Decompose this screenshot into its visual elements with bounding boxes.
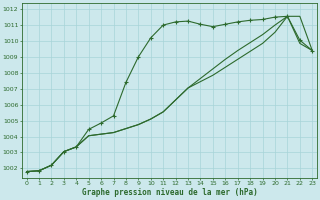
X-axis label: Graphe pression niveau de la mer (hPa): Graphe pression niveau de la mer (hPa) bbox=[82, 188, 257, 197]
